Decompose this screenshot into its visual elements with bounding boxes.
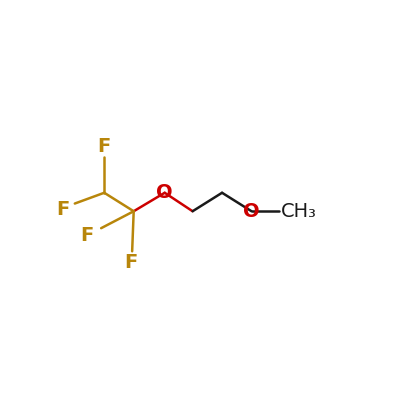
Text: F: F xyxy=(98,137,111,156)
Text: CH₃: CH₃ xyxy=(281,202,317,221)
Text: F: F xyxy=(124,252,137,272)
Text: F: F xyxy=(80,226,94,245)
Text: O: O xyxy=(156,183,173,202)
Text: F: F xyxy=(56,200,70,219)
Text: O: O xyxy=(243,202,260,221)
